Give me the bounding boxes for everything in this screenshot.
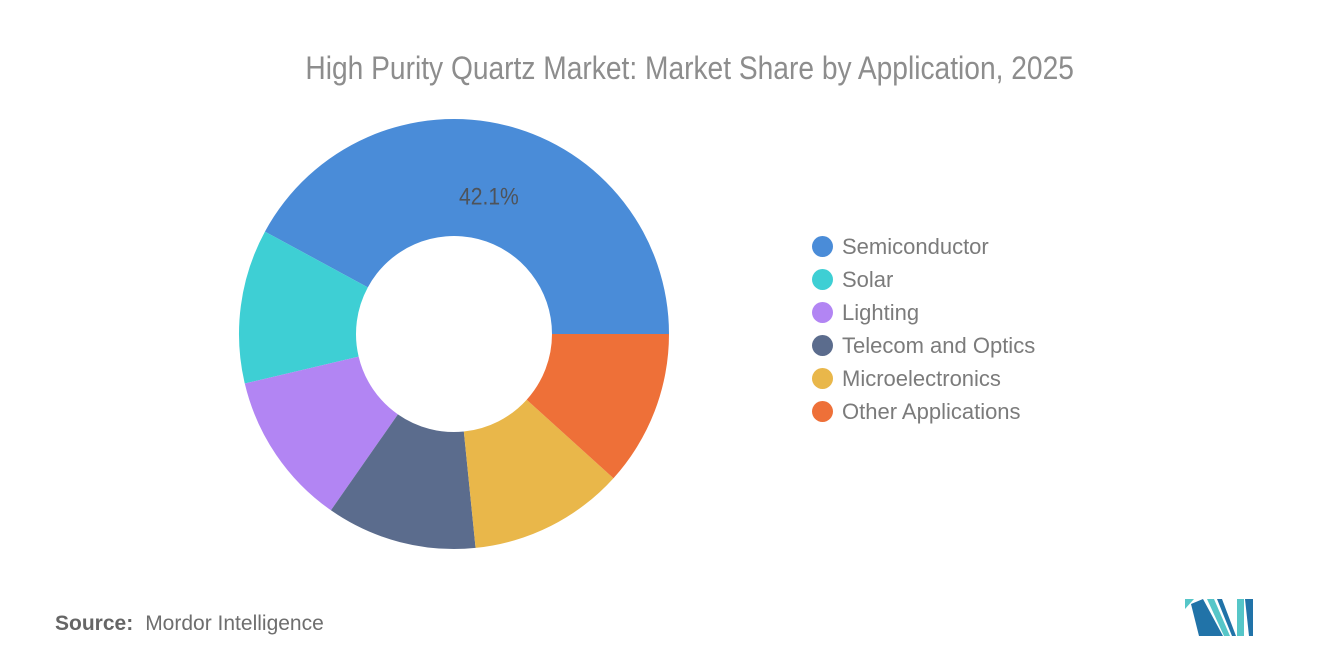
legend-label-microelectronics: Microelectronics [842,365,1001,391]
source-label: Source: [55,612,134,635]
source-value: Mordor Intelligence [145,612,324,635]
chart-title: High Purity Quartz Market: Market Share … [60,52,1320,84]
logo-teal-diagonal-icon [1207,599,1230,636]
mordor-intelligence-logo [1185,599,1253,636]
legend-label-telecom-and-optics: Telecom and Optics [842,332,1036,358]
legend-label-semiconductor: Semiconductor [842,233,989,259]
pie-slice-solar [238,231,368,384]
legend-swatch-solar [812,269,833,290]
legend-swatch-lighting [812,302,833,323]
slice-data-label: 42.1% [459,183,519,210]
logo-navy-triangle-icon [1245,599,1253,636]
legend-swatch-semiconductor [812,236,833,257]
pie-slice-semiconductor [264,119,669,334]
logo-teal-bar-icon [1237,599,1244,636]
pie-slice-other-applications [526,334,669,479]
legend-swatch-other-applications [812,401,833,422]
pie-slice-telecom-and-optics [330,414,476,549]
donut-chart: 42.1% [238,119,669,549]
pie-slice-lighting [244,356,398,511]
logo-navy-diagonal2-icon [1217,599,1236,636]
logo-navy-diagonal-icon [1191,599,1223,636]
legend-label-lighting: Lighting [842,299,920,325]
legend-item-semiconductor: Semiconductor [812,230,1035,263]
chart-title-text: High Purity Quartz Market: Market Share … [305,50,1075,87]
pie-slice-microelectronics [463,399,614,548]
source-line: Source: Mordor Intelligence [55,612,324,636]
legend-swatch-microelectronics [812,368,833,389]
chart-legend: Semiconductor Solar Lighting Telecom and… [812,230,1035,428]
logo-teal-triangle-icon [1185,599,1194,609]
legend-swatch-telecom-and-optics [812,335,833,356]
legend-item-lighting: Lighting [812,296,1035,329]
legend-item-telecom-and-optics: Telecom and Optics [812,329,1035,362]
legend-label-solar: Solar [842,266,894,292]
legend-item-solar: Solar [812,263,1035,296]
legend-item-other-applications: Other Applications [812,395,1035,428]
legend-label-other-applications: Other Applications [842,398,1021,424]
legend-item-microelectronics: Microelectronics [812,362,1035,395]
